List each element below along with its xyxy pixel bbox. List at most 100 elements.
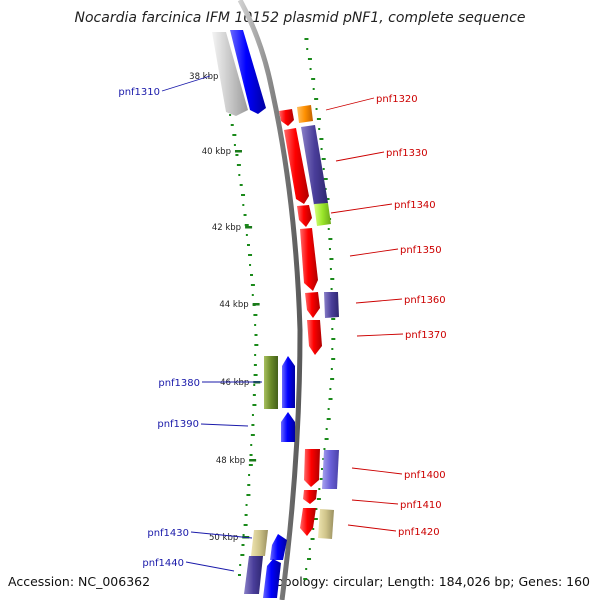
gc-dot bbox=[307, 58, 312, 60]
gc-dot bbox=[324, 438, 329, 440]
gc-dot bbox=[308, 548, 311, 550]
gene-label-leaders bbox=[161, 75, 404, 572]
label-pnf1440[interactable]: pnf1440 bbox=[142, 558, 184, 569]
gc-dot bbox=[248, 254, 253, 256]
gc-dot bbox=[320, 148, 323, 150]
gc-dot bbox=[243, 214, 247, 216]
gene-pnf1430-khaki[interactable] bbox=[251, 530, 268, 556]
label-pnf1380[interactable]: pnf1380 bbox=[158, 378, 200, 389]
label-pnf1350[interactable]: pnf1350 bbox=[400, 245, 442, 256]
gc-dot bbox=[312, 88, 315, 90]
gc-dot bbox=[323, 448, 326, 450]
gene-pnf1400-lavender[interactable] bbox=[322, 450, 339, 489]
label-pnf1410[interactable]: pnf1410 bbox=[400, 500, 442, 511]
gc-dot bbox=[239, 184, 243, 186]
gc-dot bbox=[250, 274, 254, 276]
gc-dot bbox=[252, 394, 256, 396]
kbp-tick-label: 38 kbp bbox=[189, 72, 218, 82]
gene-leader-line bbox=[330, 203, 393, 214]
label-pnf1320[interactable]: pnf1320 bbox=[376, 94, 418, 105]
gc-dot bbox=[250, 444, 253, 446]
gene-pnf1310[interactable] bbox=[230, 30, 266, 114]
gc-dot bbox=[331, 348, 334, 350]
gc-dot bbox=[244, 224, 249, 226]
gc-dot bbox=[229, 114, 232, 116]
label-pnf1420[interactable]: pnf1420 bbox=[398, 527, 440, 538]
gc-dot bbox=[254, 334, 258, 336]
gc-dot bbox=[325, 198, 330, 200]
gc-dot bbox=[253, 384, 256, 386]
gc-dot bbox=[330, 288, 333, 290]
gene-pnf1420[interactable] bbox=[300, 508, 316, 536]
kbp-ticks: 38 kbp 40 kbp 42 kbp 44 kbp 46 kbp 48 kbp 50 k… bbox=[189, 72, 261, 543]
gc-dot bbox=[230, 124, 234, 126]
gc-dot bbox=[318, 128, 321, 130]
label-pnf1310[interactable]: pnf1310 bbox=[118, 87, 160, 98]
gc-dot bbox=[307, 558, 312, 560]
gene-leader-line bbox=[185, 561, 235, 572]
label-pnf1430[interactable]: pnf1430 bbox=[147, 528, 189, 539]
gene-pnf1410[interactable] bbox=[303, 490, 317, 504]
gc-dot bbox=[321, 468, 324, 470]
gc-dot bbox=[235, 154, 239, 156]
label-pnf1400[interactable]: pnf1400 bbox=[404, 470, 446, 481]
gc-dot bbox=[310, 538, 315, 540]
gene-pnf1340-lime[interactable] bbox=[314, 203, 331, 226]
map-title: Nocardia farcinica IFM 10152 plasmid pNF… bbox=[75, 10, 526, 26]
gene-pnf1360-purple[interactable] bbox=[324, 292, 339, 318]
gene-leader-line bbox=[190, 531, 253, 539]
gc-dot bbox=[248, 474, 251, 476]
plasmid-backbone bbox=[237, 0, 303, 600]
gene-pnf1340[interactable] bbox=[297, 205, 312, 227]
gene-pnf1380[interactable] bbox=[282, 356, 295, 408]
gene-leader-line bbox=[347, 524, 397, 532]
gc-dot bbox=[254, 354, 257, 356]
gc-dot bbox=[313, 518, 318, 520]
gene-pnf1400[interactable] bbox=[304, 449, 320, 487]
gc-dot bbox=[244, 514, 248, 516]
label-pnf1390[interactable]: pnf1390 bbox=[157, 419, 199, 430]
gc-dot bbox=[253, 364, 257, 366]
gene-pnf1350[interactable] bbox=[300, 228, 318, 291]
label-pnf1370[interactable]: pnf1370 bbox=[405, 330, 447, 341]
gc-dot bbox=[237, 574, 241, 576]
gene-pnf1390[interactable] bbox=[281, 412, 295, 442]
gene-leader-line bbox=[356, 333, 404, 337]
label-pnf1330[interactable]: pnf1330 bbox=[386, 148, 428, 159]
reverse-strand-genes bbox=[212, 30, 295, 598]
gene-pnf1440-purple[interactable] bbox=[244, 556, 263, 594]
gc-dot bbox=[316, 498, 321, 500]
kbp-tick-mark bbox=[234, 150, 242, 153]
topology-label: Topology: circular; Length: 184,026 bp; … bbox=[270, 574, 591, 589]
gc-dot bbox=[243, 524, 248, 526]
label-pnf1340[interactable]: pnf1340 bbox=[394, 200, 436, 211]
label-pnf1360[interactable]: pnf1360 bbox=[404, 295, 446, 306]
gene-pnf1320[interactable] bbox=[279, 109, 294, 126]
gc-dot bbox=[315, 108, 318, 110]
gene-pnf1320-orange[interactable] bbox=[297, 105, 313, 123]
gc-dot bbox=[331, 358, 336, 360]
gc-dot bbox=[250, 434, 255, 436]
gene-pnf1360[interactable] bbox=[305, 292, 320, 318]
gene-pnf1420-khaki[interactable] bbox=[318, 509, 334, 539]
gc-dot bbox=[249, 454, 253, 456]
gc-dot bbox=[304, 38, 309, 40]
gc-dot bbox=[331, 318, 336, 320]
gc-dot bbox=[252, 404, 257, 406]
gene-pnf1380-olive[interactable] bbox=[264, 356, 278, 409]
gc-dot bbox=[331, 328, 334, 330]
gc-dot bbox=[326, 418, 331, 420]
gene-leader-line bbox=[200, 423, 249, 427]
gc-dot bbox=[328, 248, 331, 250]
gene-pnf1310-gray[interactable] bbox=[212, 32, 248, 116]
gc-dot bbox=[240, 554, 245, 556]
gc-dot bbox=[245, 504, 248, 506]
gc-dot bbox=[328, 398, 333, 400]
gene-pnf1330[interactable] bbox=[284, 128, 309, 204]
gene-pnf1330-purple[interactable] bbox=[301, 125, 328, 205]
gc-dot bbox=[329, 388, 332, 390]
gene-pnf1440[interactable] bbox=[263, 559, 281, 598]
gene-pnf1430[interactable] bbox=[270, 534, 287, 560]
gene-pnf1370[interactable] bbox=[307, 320, 322, 355]
